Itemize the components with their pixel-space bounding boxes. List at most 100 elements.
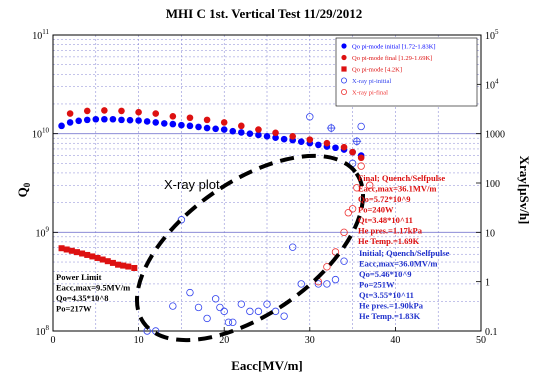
- data-point: [352, 137, 362, 146]
- data-point: [340, 228, 348, 237]
- data-point: [357, 162, 365, 170]
- data-point: [229, 127, 237, 135]
- annotation-line: Qt=3.55*10^11: [359, 290, 414, 300]
- series-5: [326, 123, 362, 146]
- data-point: [58, 245, 65, 252]
- legend-entry-label: X-ray pi-initial: [352, 78, 391, 85]
- series-1: [66, 107, 365, 162]
- data-point: [254, 307, 263, 316]
- y2-tick-label: 10: [485, 228, 495, 239]
- data-point: [89, 253, 96, 260]
- annotation-line: Qo=5.46*10^9: [359, 269, 412, 279]
- data-point: [160, 120, 168, 127]
- series-2: [58, 245, 138, 272]
- legend-entry-label: X-ray pi-final: [352, 90, 388, 97]
- data-point: [186, 288, 194, 297]
- data-point: [237, 300, 246, 308]
- legend-entry-label: Qo pi-mode initial [1.72-1.83K]: [352, 44, 436, 51]
- annotation-final: Final; Quench/SelfpulseEacc,max=36.1MV/m…: [358, 173, 445, 246]
- data-point: [288, 243, 297, 251]
- annotation-line: Po=217W: [56, 304, 92, 314]
- data-point: [186, 114, 194, 122]
- annotation-initial: Initial; Quench/SelfpulseEacc,max=36.0MV…: [359, 248, 450, 321]
- data-point: [272, 129, 279, 137]
- data-point: [349, 148, 356, 156]
- y2-tick-label: 1000: [485, 130, 505, 141]
- data-point: [238, 122, 245, 130]
- data-point: [340, 257, 348, 265]
- data-point: [109, 115, 117, 123]
- annotation-power-limit: Power LimitEacc,max=9.5MV/mQo=4.35*10^8P…: [56, 272, 130, 314]
- data-point: [84, 251, 91, 258]
- data-point: [323, 263, 331, 271]
- data-point: [101, 107, 108, 114]
- data-point: [229, 318, 237, 327]
- y-ticks: 108 109 1010 1011: [32, 28, 58, 338]
- data-point: [332, 144, 339, 152]
- y2-ticks: 0.1 1 10 100 1000 104 105: [476, 28, 505, 338]
- data-point: [101, 115, 108, 123]
- data-point: [143, 118, 151, 125]
- legend-marker: [341, 54, 347, 61]
- data-point: [125, 263, 132, 270]
- data-point: [331, 275, 340, 284]
- data-point: [297, 138, 305, 145]
- data-point: [353, 184, 361, 192]
- x-ticks: 0 10 20 30 40 50: [51, 327, 486, 346]
- data-point: [203, 116, 211, 124]
- annotation-line: Eacc,max=9.5MV/m: [56, 283, 130, 293]
- x-tick-label: 20: [219, 335, 229, 346]
- data-point: [169, 112, 177, 120]
- legend-marker: [340, 89, 347, 96]
- data-point: [92, 115, 100, 123]
- y-axis-label-main: Q: [15, 187, 30, 197]
- data-point: [326, 123, 336, 133]
- series-layer: [58, 107, 374, 335]
- data-point: [280, 135, 288, 143]
- data-point: [211, 295, 220, 303]
- data-point: [94, 254, 101, 261]
- legend-marker: [340, 77, 347, 84]
- data-point: [177, 216, 186, 224]
- data-point: [224, 318, 233, 327]
- annotation-line: Initial; Quench/Selfpulse: [359, 248, 450, 258]
- y-tick-label: 108: [36, 324, 50, 338]
- data-point: [238, 129, 245, 136]
- series-4: [314, 162, 374, 286]
- y2-tick-label: 1: [485, 278, 490, 289]
- x-tick-label: 50: [476, 335, 486, 346]
- annotation-line: Qo=4.35*10^8: [56, 293, 109, 303]
- y2-tick-label: 0.1: [485, 327, 498, 338]
- data-point: [289, 133, 296, 140]
- annotation-line: He Temp.=1.69K: [358, 236, 420, 246]
- annotation-line: Eacc,max=36.0MV/m: [359, 259, 438, 269]
- y-axis-label: Q0: [15, 182, 32, 197]
- y2-tick-label: 105: [485, 28, 499, 42]
- annotation-line: Qo=5.72*10^9: [358, 194, 411, 204]
- annotation-line: Po=251W: [359, 280, 395, 290]
- data-point: [115, 261, 122, 268]
- legend-entry-label: Qo pi-mode final [1.29-1.69K]: [352, 55, 432, 62]
- data-point: [83, 116, 91, 124]
- data-point: [344, 209, 353, 217]
- data-point: [194, 303, 203, 312]
- data-point: [66, 110, 74, 117]
- data-point: [212, 125, 219, 133]
- annotation-line: He pres.=1.90kPa: [359, 301, 424, 311]
- data-point: [366, 181, 374, 189]
- y2-axis-label: Xray[μSv/h]: [517, 156, 532, 225]
- data-point: [135, 108, 142, 116]
- data-point: [203, 314, 211, 323]
- data-point: [186, 122, 194, 130]
- data-point: [152, 110, 160, 117]
- data-point: [272, 134, 279, 142]
- xray-highlight-ellipse: [134, 153, 366, 343]
- data-point: [66, 119, 74, 126]
- y-axis-label-sub: 0: [22, 182, 32, 187]
- annotation-line: Po=240W: [358, 205, 394, 215]
- data-point: [246, 307, 254, 316]
- legend-box: [335, 37, 478, 107]
- data-point: [323, 139, 331, 147]
- y2-tick-label: 104: [485, 77, 499, 91]
